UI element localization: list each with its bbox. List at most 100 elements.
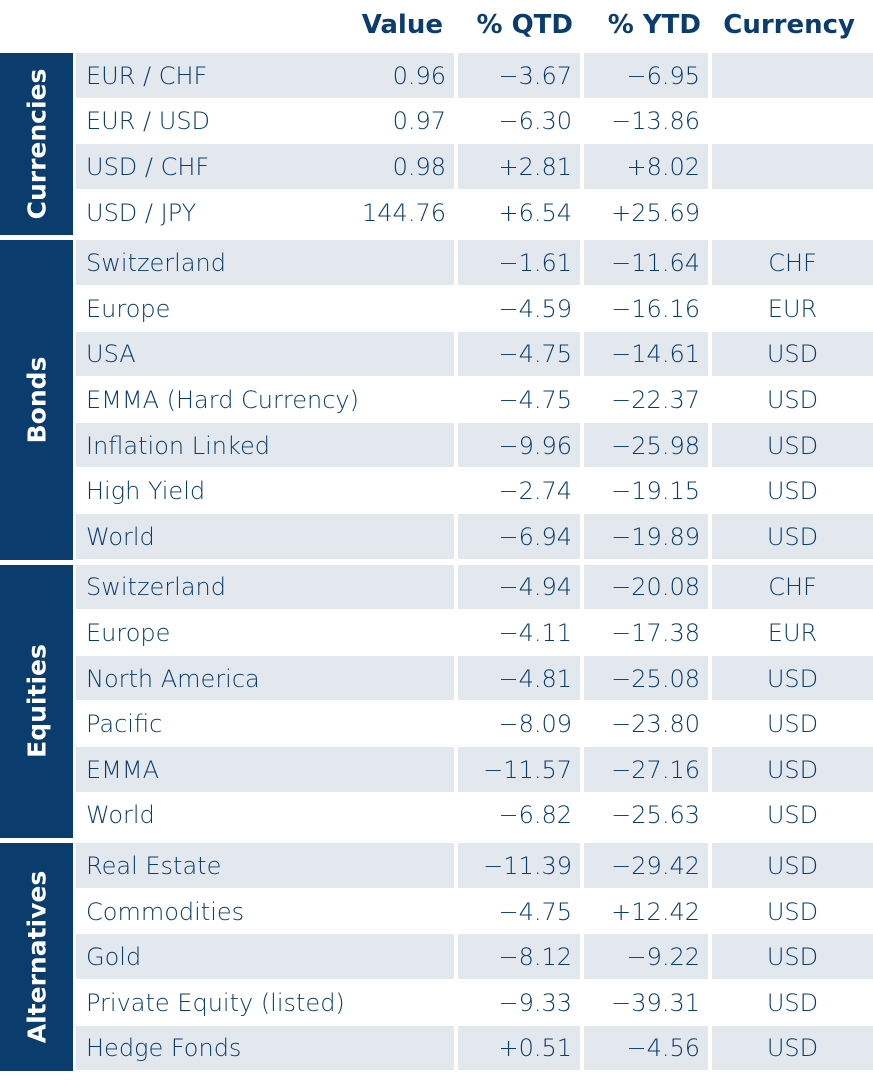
row-qtd: −9.33 bbox=[498, 988, 572, 1017]
table-row: High Yield −2.74 −19.15 USD bbox=[76, 468, 873, 515]
section-equities: Equities Switzerland −4.94 −20.08 CHF Europe −… bbox=[0, 564, 873, 840]
table-row: Europe −4.11 −17.38 EUR bbox=[76, 610, 873, 657]
row-currency: USD bbox=[766, 710, 819, 739]
section-rows: Real Estate −11.39 −29.42 USD Commodities −4.… bbox=[76, 843, 873, 1073]
row-name: Gold bbox=[76, 934, 454, 980]
row-name: EUR / USD bbox=[86, 107, 211, 136]
row-name: Pacific bbox=[86, 710, 163, 739]
table-row: USD / CHF 0.98 +2.81 +8.02 bbox=[76, 144, 873, 191]
row-name: Europe bbox=[86, 294, 171, 323]
row-value bbox=[376, 701, 454, 747]
row-divider bbox=[76, 791, 873, 794]
section-side-bar: Alternatives bbox=[0, 843, 73, 1072]
row-ytd: −13.86 bbox=[611, 107, 700, 136]
section-side-bar: Bonds bbox=[0, 240, 73, 560]
row-qtd: −11.39 bbox=[458, 843, 580, 889]
row-ytd: −9.22 bbox=[584, 934, 708, 980]
row-divider bbox=[76, 887, 873, 890]
section-rows: Switzerland −1.61 −11.64 CHF Europe −4.59 −16.… bbox=[76, 240, 873, 561]
row-name: USA bbox=[76, 331, 454, 378]
header-qtd: % QTD bbox=[476, 10, 573, 40]
row-divider bbox=[76, 284, 873, 287]
row-name: Switzerland bbox=[76, 240, 454, 286]
row-name: USD / CHF bbox=[76, 144, 454, 190]
row-value bbox=[376, 514, 454, 560]
table-row: North America −4.81 −25.08 USD bbox=[76, 655, 873, 703]
row-ytd: −6.95 bbox=[584, 53, 708, 99]
section-alternatives: Alternatives Real Estate −11.39 −29.42 USD Co… bbox=[0, 843, 873, 1073]
row-divider bbox=[76, 837, 873, 840]
row-qtd: −4.59 bbox=[498, 294, 572, 323]
row-divider bbox=[76, 97, 873, 100]
row-qtd: +2.81 bbox=[458, 144, 580, 190]
row-ytd: +8.02 bbox=[584, 144, 708, 190]
row-ytd: −25.63 bbox=[611, 801, 700, 830]
table-header: Value % QTD % YTD Currency bbox=[0, 0, 873, 52]
table-row: Private Equity (listed) −9.33 −39.31 USD bbox=[76, 980, 873, 1027]
row-value bbox=[376, 332, 454, 378]
row-divider bbox=[76, 1070, 873, 1073]
row-value bbox=[376, 286, 454, 332]
row-qtd: +6.54 bbox=[498, 198, 572, 227]
row-currency: CHF bbox=[712, 240, 873, 286]
row-ytd: −4.56 bbox=[584, 1025, 708, 1072]
section-label: Alternatives bbox=[22, 870, 51, 1044]
row-currency: USD bbox=[712, 934, 873, 980]
row-value bbox=[376, 377, 454, 423]
row-currency: USD bbox=[766, 897, 819, 926]
row-qtd: −3.67 bbox=[458, 53, 580, 99]
table-row: Commodities −4.75 +12.42 USD bbox=[76, 889, 873, 936]
table-row: Europe −4.59 −16.16 EUR bbox=[76, 286, 873, 333]
row-currency: USD bbox=[712, 331, 873, 378]
row-qtd: −4.81 bbox=[458, 655, 580, 702]
row-qtd: −4.11 bbox=[498, 618, 572, 647]
row-value bbox=[376, 423, 454, 469]
row-value: 0.96 bbox=[392, 61, 446, 90]
row-ytd: −16.16 bbox=[611, 294, 700, 323]
row-name: Private Equity (listed) bbox=[86, 988, 345, 1017]
row-ytd: −27.16 bbox=[584, 746, 708, 793]
row-name: EMMA bbox=[76, 746, 454, 793]
row-currency: EUR bbox=[767, 618, 818, 647]
row-currency: USD bbox=[712, 843, 873, 889]
row-ytd: −25.08 bbox=[584, 655, 708, 702]
row-qtd: +0.51 bbox=[458, 1025, 580, 1072]
row-ytd: −25.98 bbox=[584, 422, 708, 469]
row-value bbox=[376, 747, 454, 793]
section-label: Bonds bbox=[22, 356, 51, 444]
row-divider bbox=[76, 188, 873, 191]
row-value bbox=[376, 843, 454, 889]
row-qtd: −8.12 bbox=[458, 934, 580, 980]
row-value: 0.97 bbox=[392, 107, 446, 136]
row-value bbox=[376, 468, 454, 514]
row-currency: USD bbox=[712, 513, 873, 560]
row-ytd: −19.15 bbox=[611, 477, 700, 506]
row-value: 144.76 bbox=[362, 198, 446, 227]
row-currency: USD bbox=[766, 988, 819, 1017]
row-currency: USD bbox=[712, 746, 873, 793]
row-value bbox=[376, 889, 454, 935]
row-value: 0.98 bbox=[392, 152, 446, 181]
table-row: World −6.94 −19.89 USD bbox=[76, 513, 873, 561]
table-row: Pacific −8.09 −23.80 USD bbox=[76, 701, 873, 748]
row-divider bbox=[76, 234, 873, 237]
row-qtd: −2.74 bbox=[498, 477, 572, 506]
row-qtd: −4.75 bbox=[498, 385, 572, 414]
row-qtd: −9.96 bbox=[458, 422, 580, 469]
row-ytd: −11.64 bbox=[584, 240, 708, 286]
row-divider bbox=[76, 700, 873, 703]
section-label: Currencies bbox=[22, 68, 51, 220]
section-side-bar: Equities bbox=[0, 564, 73, 839]
row-qtd: −4.75 bbox=[498, 897, 572, 926]
row-currency: CHF bbox=[712, 564, 873, 611]
section-side-bar: Currencies bbox=[0, 53, 73, 236]
row-divider bbox=[76, 609, 873, 612]
row-ytd: +25.69 bbox=[611, 198, 700, 227]
section-currencies: Currencies EUR / CHF 0.96 −3.67 −6.95 EUR / U… bbox=[0, 53, 873, 237]
row-currency: USD bbox=[766, 801, 819, 830]
row-ytd: −39.31 bbox=[611, 988, 700, 1017]
row-qtd: −4.94 bbox=[458, 564, 580, 611]
row-name: EUR / CHF bbox=[76, 53, 454, 99]
row-value bbox=[376, 1026, 454, 1072]
row-name: USD / JPY bbox=[86, 198, 197, 227]
